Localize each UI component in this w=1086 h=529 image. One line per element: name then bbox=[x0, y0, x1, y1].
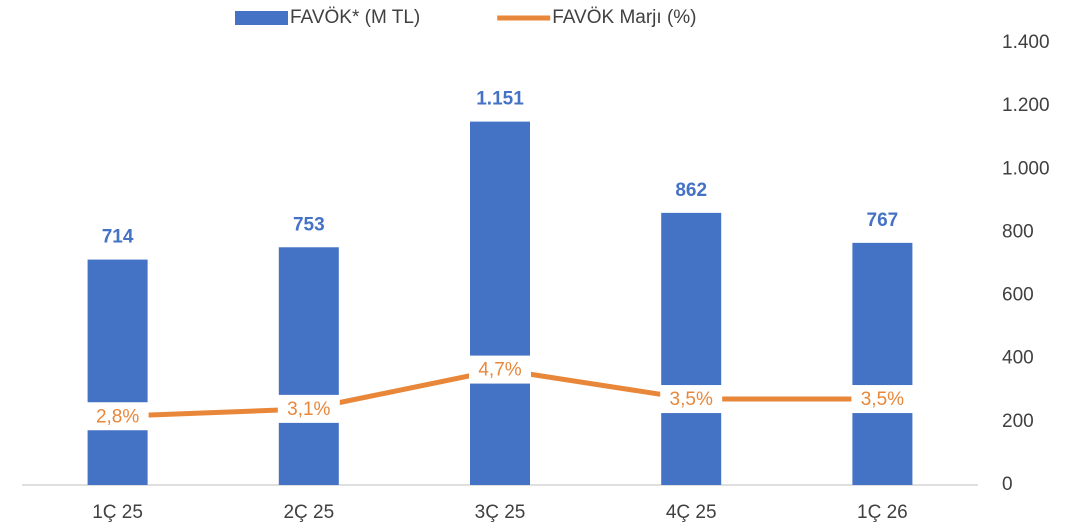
line-value-label: 3,1% bbox=[287, 399, 330, 420]
x-tick-label: 2Ç 25 bbox=[283, 502, 334, 523]
bar-value-label: 714 bbox=[102, 227, 134, 248]
bar bbox=[87, 259, 148, 485]
line-value-label: 2,8% bbox=[96, 406, 139, 427]
label-background bbox=[277, 394, 340, 423]
legend-label: FAVÖK* (M TL) bbox=[290, 7, 420, 28]
bar-value-label: 862 bbox=[675, 180, 707, 201]
label-background bbox=[851, 385, 914, 414]
y-tick-label: 1.400 bbox=[1002, 32, 1050, 53]
y-tick-label: 1.200 bbox=[1002, 95, 1050, 116]
bar-value-label: 767 bbox=[867, 210, 899, 231]
y-tick-label: 0 bbox=[1002, 474, 1013, 495]
x-tick-label: 1Ç 26 bbox=[857, 502, 908, 523]
x-tick-label: 4Ç 25 bbox=[666, 502, 717, 523]
x-tick-label: 1Ç 25 bbox=[92, 502, 143, 523]
line-value-label: 3,5% bbox=[861, 389, 904, 410]
bar bbox=[278, 247, 339, 485]
line-value-label: 4,7% bbox=[478, 360, 521, 381]
y-tick-label: 200 bbox=[1002, 411, 1034, 432]
legend-swatch bbox=[235, 11, 288, 25]
label-background bbox=[86, 402, 149, 431]
x-tick-label: 3Ç 25 bbox=[475, 502, 526, 523]
bar bbox=[470, 121, 530, 485]
line-value-label: 3,5% bbox=[670, 389, 713, 410]
bar bbox=[852, 242, 913, 485]
bar bbox=[661, 212, 722, 485]
y-tick-label: 800 bbox=[1002, 221, 1034, 242]
y-tick-label: 400 bbox=[1002, 348, 1034, 369]
legend-label: FAVÖK Marjı (%) bbox=[552, 7, 696, 28]
bar-value-label: 753 bbox=[293, 214, 325, 235]
label-background bbox=[660, 385, 723, 414]
y-tick-label: 600 bbox=[1002, 285, 1034, 306]
bar-value-label: 1.151 bbox=[476, 89, 524, 110]
label-background bbox=[469, 355, 531, 384]
y-tick-label: 1.000 bbox=[1002, 158, 1050, 179]
